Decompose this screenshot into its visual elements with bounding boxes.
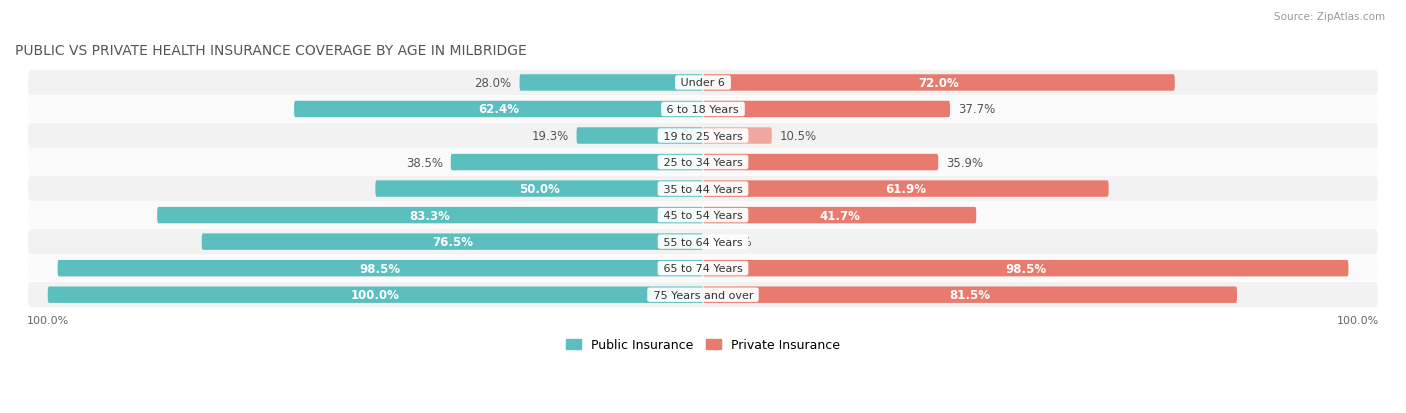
Text: 10.5%: 10.5% — [780, 130, 817, 142]
FancyBboxPatch shape — [58, 260, 703, 277]
Text: 65 to 74 Years: 65 to 74 Years — [659, 263, 747, 273]
FancyBboxPatch shape — [157, 207, 703, 224]
Text: 28.0%: 28.0% — [475, 77, 512, 90]
Text: 81.5%: 81.5% — [949, 289, 990, 301]
FancyBboxPatch shape — [576, 128, 703, 145]
Legend: Public Insurance, Private Insurance: Public Insurance, Private Insurance — [561, 333, 845, 356]
Text: 76.5%: 76.5% — [432, 235, 472, 249]
FancyBboxPatch shape — [28, 229, 1378, 255]
Text: 98.5%: 98.5% — [360, 262, 401, 275]
Text: 38.5%: 38.5% — [406, 156, 443, 169]
Text: 55 to 64 Years: 55 to 64 Years — [659, 237, 747, 247]
FancyBboxPatch shape — [703, 287, 1237, 303]
FancyBboxPatch shape — [520, 75, 703, 91]
FancyBboxPatch shape — [703, 154, 938, 171]
FancyBboxPatch shape — [703, 128, 772, 145]
FancyBboxPatch shape — [703, 75, 1175, 91]
Text: 41.7%: 41.7% — [820, 209, 860, 222]
Text: 83.3%: 83.3% — [409, 209, 450, 222]
Text: 50.0%: 50.0% — [519, 183, 560, 196]
FancyBboxPatch shape — [703, 102, 950, 118]
FancyBboxPatch shape — [375, 181, 703, 197]
FancyBboxPatch shape — [28, 203, 1378, 228]
Text: 37.7%: 37.7% — [957, 103, 995, 116]
FancyBboxPatch shape — [201, 234, 703, 250]
Text: 25 to 34 Years: 25 to 34 Years — [659, 158, 747, 168]
Text: 98.5%: 98.5% — [1005, 262, 1046, 275]
FancyBboxPatch shape — [28, 97, 1378, 122]
Text: 61.9%: 61.9% — [886, 183, 927, 196]
Text: 100.0%: 100.0% — [352, 289, 399, 301]
FancyBboxPatch shape — [28, 71, 1378, 96]
FancyBboxPatch shape — [28, 256, 1378, 281]
Text: 19.3%: 19.3% — [531, 130, 568, 142]
FancyBboxPatch shape — [28, 123, 1378, 149]
Text: Under 6: Under 6 — [678, 78, 728, 88]
Text: PUBLIC VS PRIVATE HEALTH INSURANCE COVERAGE BY AGE IN MILBRIDGE: PUBLIC VS PRIVATE HEALTH INSURANCE COVER… — [15, 44, 527, 58]
FancyBboxPatch shape — [294, 102, 703, 118]
Text: 45 to 54 Years: 45 to 54 Years — [659, 211, 747, 221]
Text: 72.0%: 72.0% — [918, 77, 959, 90]
FancyBboxPatch shape — [703, 260, 1348, 277]
Text: Source: ZipAtlas.com: Source: ZipAtlas.com — [1274, 12, 1385, 22]
FancyBboxPatch shape — [703, 207, 976, 224]
Text: 35.9%: 35.9% — [946, 156, 983, 169]
FancyBboxPatch shape — [48, 287, 703, 303]
Text: 62.4%: 62.4% — [478, 103, 519, 116]
Text: 75 Years and over: 75 Years and over — [650, 290, 756, 300]
Text: 0.0%: 0.0% — [723, 235, 752, 249]
FancyBboxPatch shape — [703, 181, 1108, 197]
FancyBboxPatch shape — [451, 154, 703, 171]
Text: 19 to 25 Years: 19 to 25 Years — [659, 131, 747, 141]
Text: 35 to 44 Years: 35 to 44 Years — [659, 184, 747, 194]
FancyBboxPatch shape — [28, 176, 1378, 202]
FancyBboxPatch shape — [28, 282, 1378, 308]
FancyBboxPatch shape — [28, 150, 1378, 176]
Text: 6 to 18 Years: 6 to 18 Years — [664, 105, 742, 115]
